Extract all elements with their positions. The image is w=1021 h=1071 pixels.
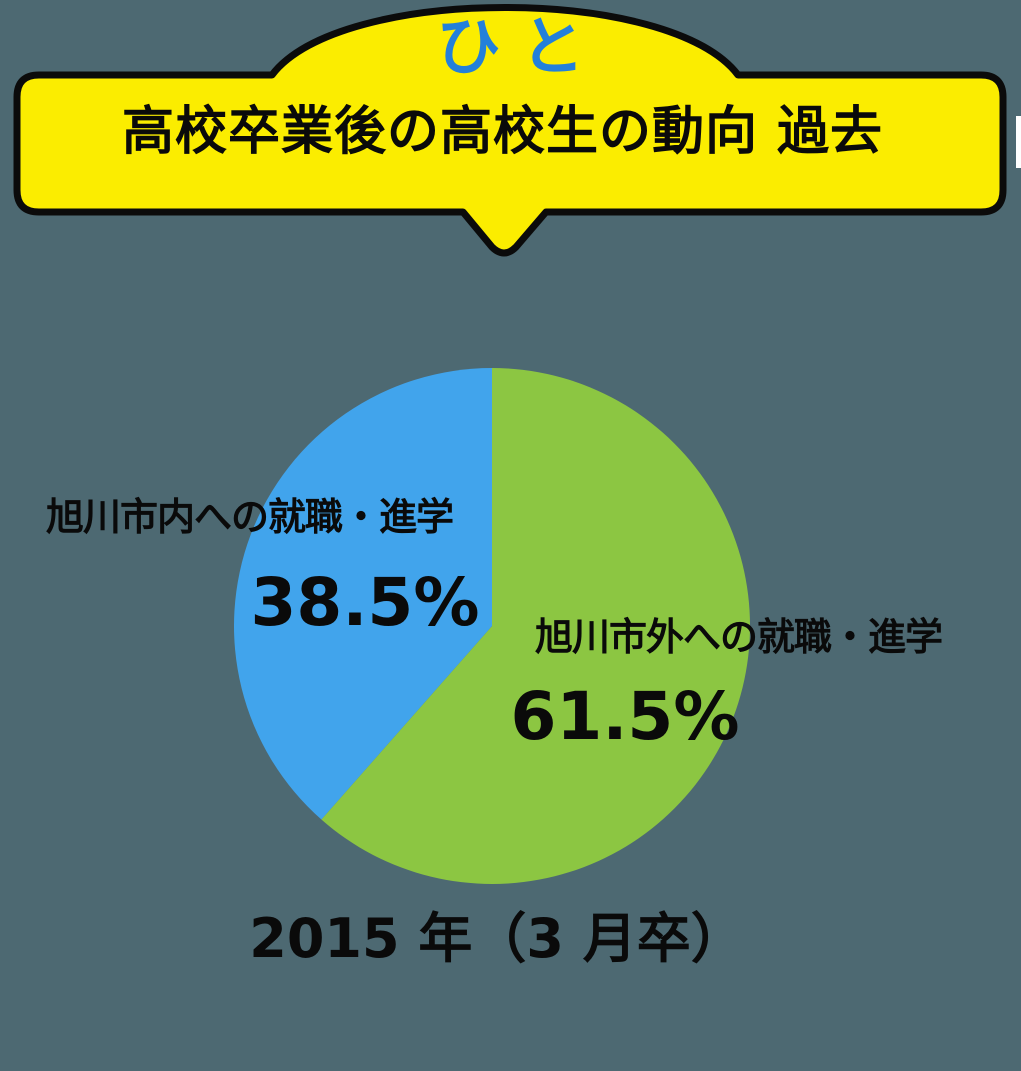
pie-chart bbox=[234, 368, 750, 884]
slice-value-outside-city: 61.5% bbox=[510, 678, 740, 755]
pie-slice-outside-city bbox=[321, 368, 750, 884]
banner-tab-label: ひと bbox=[436, 11, 607, 85]
slice-label-inside-city: 旭川市内への就職・進学 bbox=[46, 495, 454, 539]
banner-bubble bbox=[13, 4, 1007, 257]
banner-bubble-shape bbox=[13, 4, 1007, 257]
slice-value-inside-city: 38.5% bbox=[250, 564, 480, 641]
banner-title: 高校卒業後の高校生の動向 過去 bbox=[121, 102, 884, 162]
slice-label-outside-city: 旭川市外への就職・進学 bbox=[535, 615, 943, 659]
pie-slice-inside-city bbox=[234, 368, 492, 820]
edge-artifact bbox=[1016, 116, 1021, 168]
chart-caption: 2015 年（3 月卒） bbox=[249, 907, 745, 970]
